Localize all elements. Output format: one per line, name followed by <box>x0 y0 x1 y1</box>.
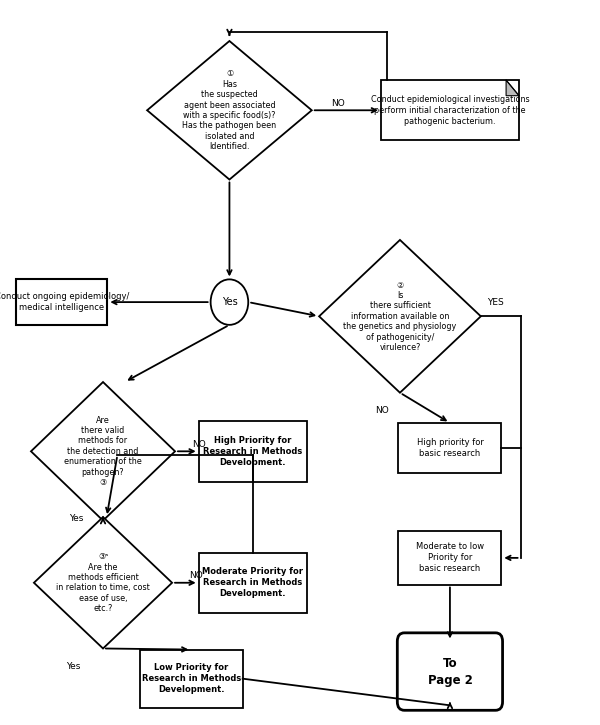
Text: Conduct ongoing epidemiology/
medical intelligence: Conduct ongoing epidemiology/ medical in… <box>0 292 129 312</box>
Polygon shape <box>147 41 312 180</box>
Text: NO: NO <box>191 439 205 449</box>
Text: Yes: Yes <box>67 662 81 671</box>
Polygon shape <box>34 517 172 648</box>
Text: YES: YES <box>487 297 504 307</box>
Text: Yes: Yes <box>221 297 238 307</box>
Text: To
Page 2: To Page 2 <box>428 657 472 687</box>
Text: Moderate Priority for
Research in Methods
Development.: Moderate Priority for Research in Method… <box>202 567 304 598</box>
Text: NO: NO <box>376 406 389 415</box>
Text: ③ᵃ
Are the
methods efficient
in relation to time, cost
ease of use,
etc.?: ③ᵃ Are the methods efficient in relation… <box>56 552 150 613</box>
Bar <box>16 279 107 326</box>
Text: NO: NO <box>331 99 345 108</box>
Bar <box>398 531 502 584</box>
Bar <box>199 552 307 613</box>
Text: Low Priority for
Research in Methods
Development.: Low Priority for Research in Methods Dev… <box>142 663 241 695</box>
Bar <box>140 650 242 708</box>
Text: NO: NO <box>189 571 203 580</box>
Text: Are
there valid
methods for
the detection and
enumeration of the
pathogen?
③: Are there valid methods for the detectio… <box>64 415 142 487</box>
Bar <box>199 421 307 481</box>
Text: High Priority for
Research in Methods
Development.: High Priority for Research in Methods De… <box>203 436 302 467</box>
Text: Yes: Yes <box>70 514 84 523</box>
Bar <box>381 80 519 141</box>
Circle shape <box>211 279 248 325</box>
Text: High priority for
basic research: High priority for basic research <box>416 438 484 457</box>
Bar <box>398 423 502 473</box>
Polygon shape <box>506 80 519 96</box>
Polygon shape <box>319 240 481 393</box>
FancyBboxPatch shape <box>397 633 503 710</box>
Text: ②
Is
there sufficient
information available on
the genetics and physiology
of pa: ② Is there sufficient information availa… <box>343 281 457 352</box>
Text: ①
Has
the suspected
agent been associated
with a specific food(s)?
Has the patho: ① Has the suspected agent been associate… <box>182 70 277 152</box>
Text: Moderate to low
Priority for
basic research: Moderate to low Priority for basic resea… <box>416 542 484 573</box>
Text: Conduct epidemiological investigations
perform initial characterization of the
p: Conduct epidemiological investigations p… <box>371 95 529 126</box>
Polygon shape <box>31 382 175 521</box>
